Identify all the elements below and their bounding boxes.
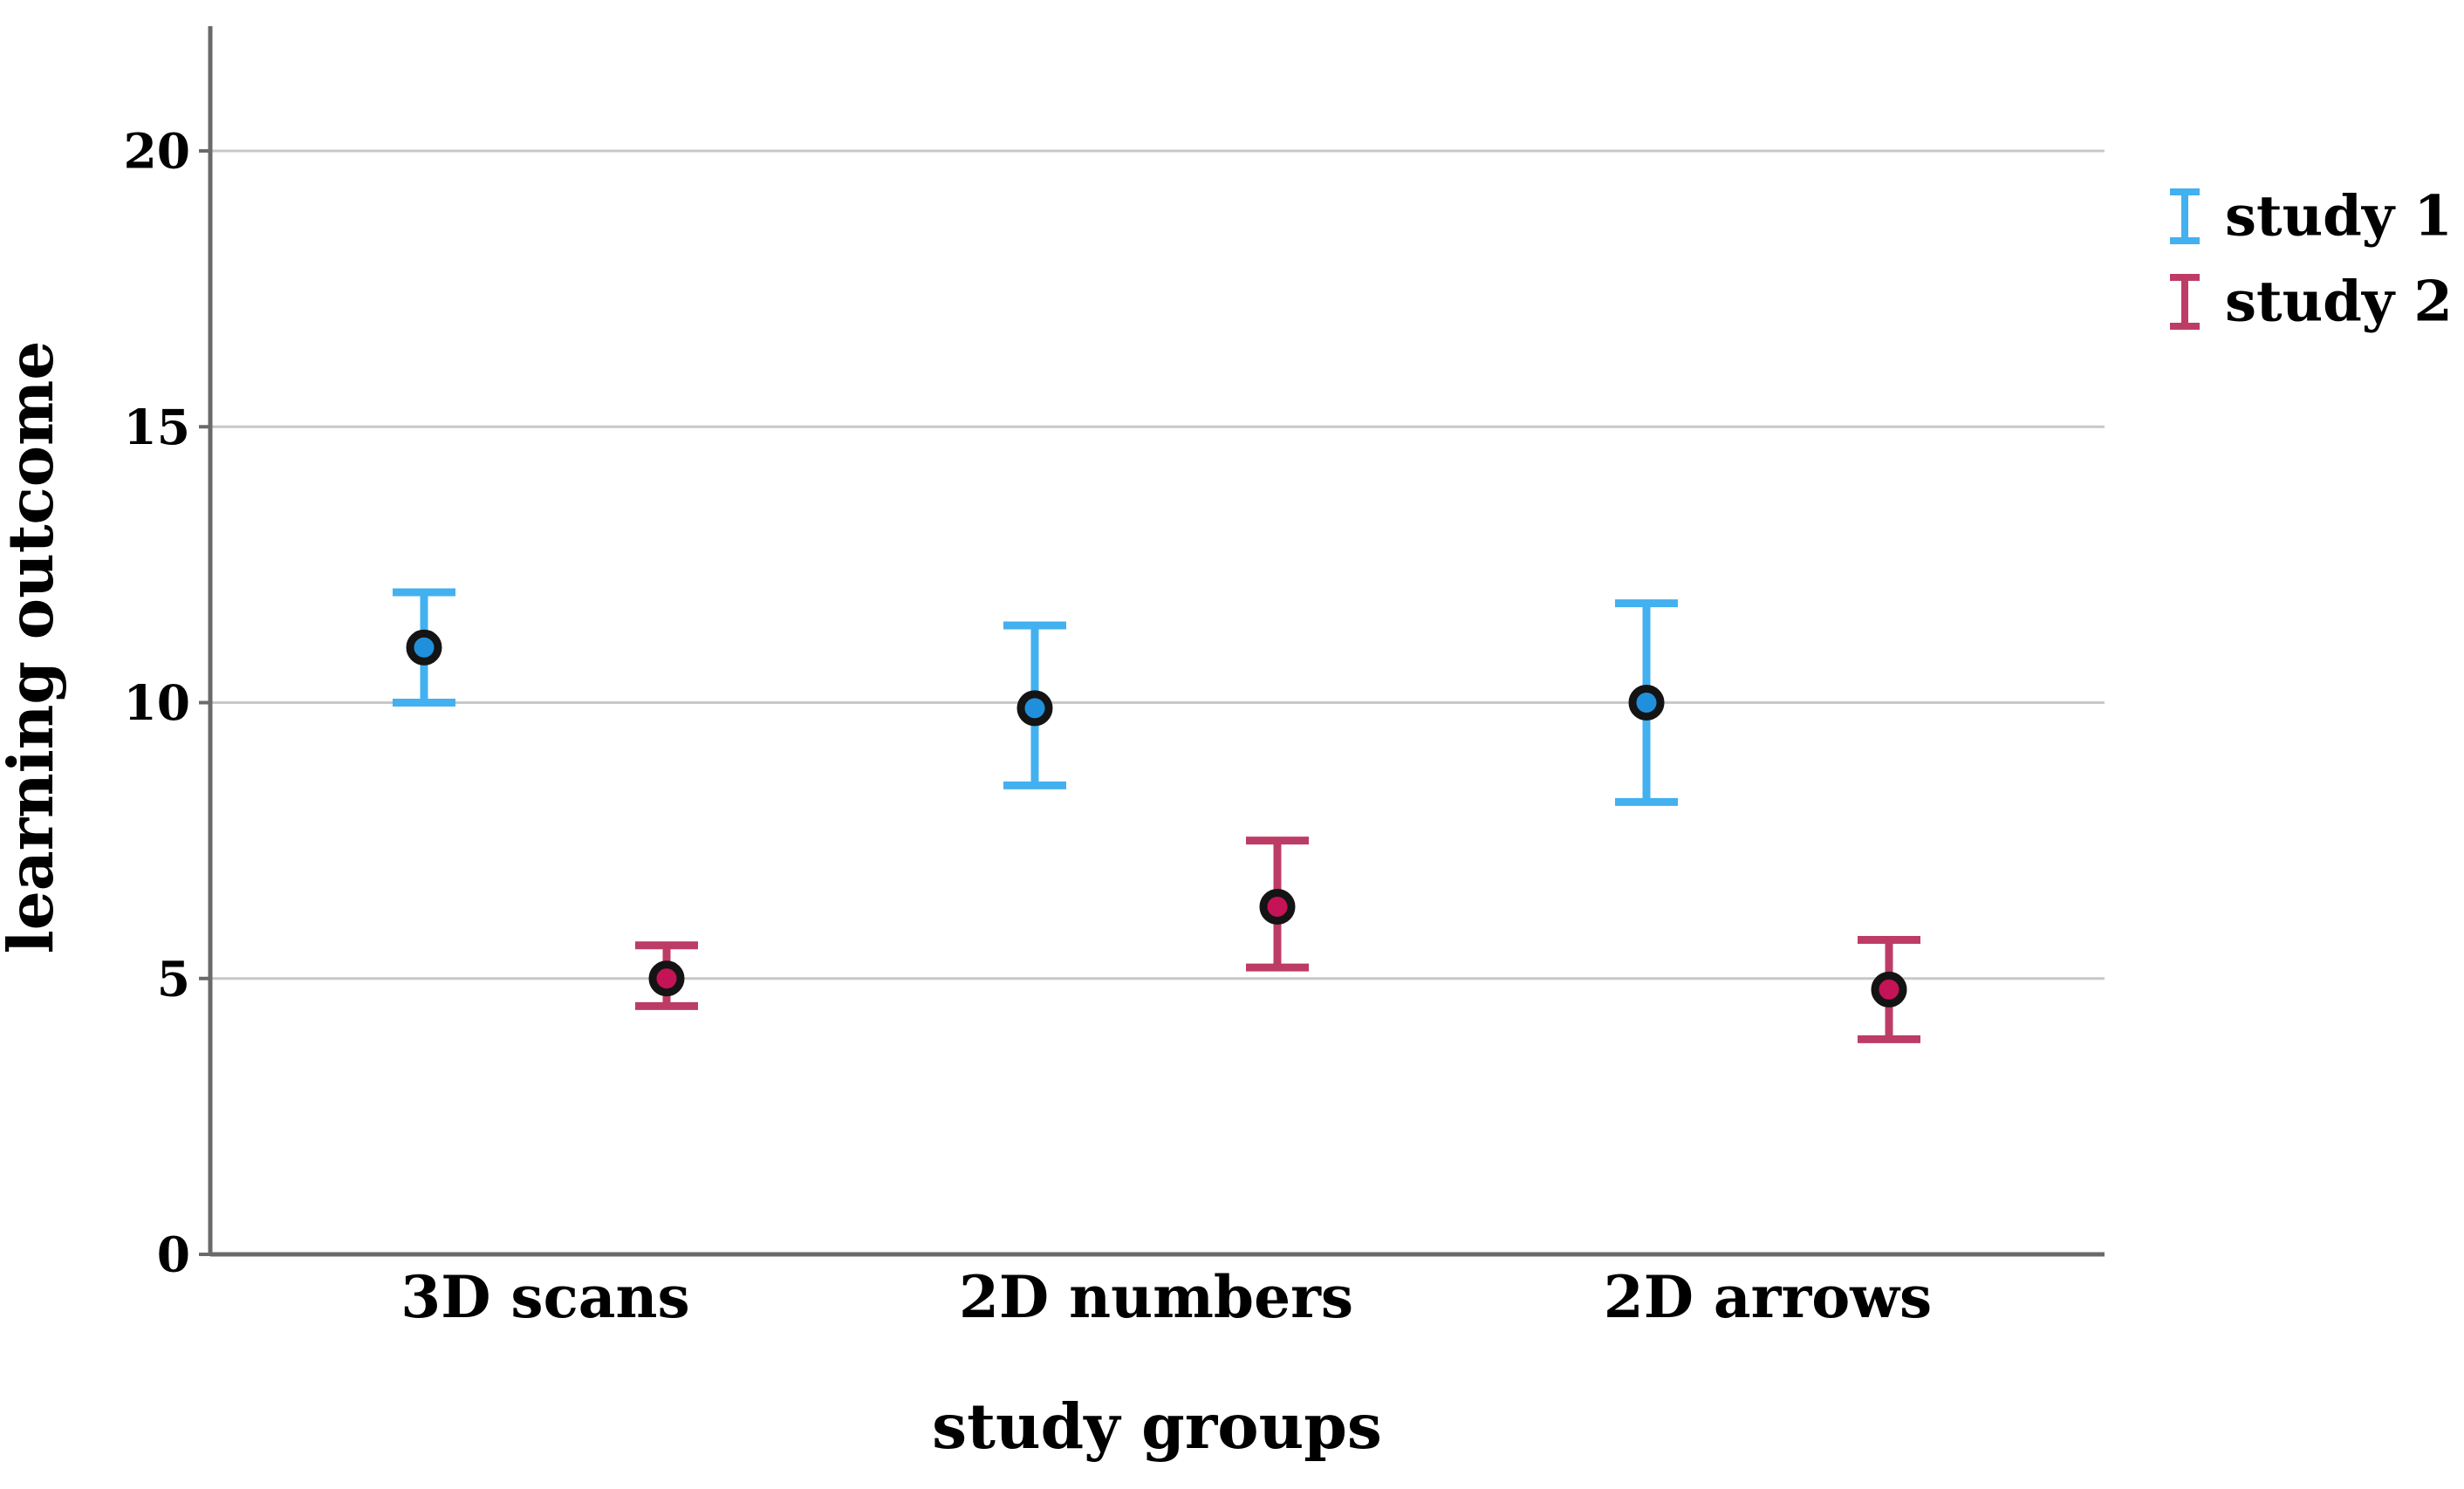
y-tick-label-10: 10 xyxy=(123,674,190,731)
legend-item-study-1-label: study 1 xyxy=(2225,184,2453,249)
series-study-2-2d-arrows-marker xyxy=(1871,971,1907,1007)
series-study-2-2d-numbers-marker xyxy=(1259,889,1296,926)
series-study-1-3d-scans-marker xyxy=(406,629,442,666)
y-tick-label-15: 15 xyxy=(123,399,190,455)
legend-item-study-2-label: study 2 xyxy=(2225,270,2453,335)
x-axis-title: study groups xyxy=(932,1390,1382,1463)
y-tick-label-5: 5 xyxy=(157,950,190,1007)
series-study-1-2d-numbers-marker xyxy=(1016,690,1053,727)
y-tick-label-0: 0 xyxy=(157,1226,190,1283)
y-tick-label-20: 20 xyxy=(123,123,190,180)
series-study-2-3d-scans-marker xyxy=(648,960,685,997)
x-tick-label-2d-numbers: 2D numbers xyxy=(959,1263,1353,1331)
y-axis-title: learning outcome xyxy=(0,341,67,954)
series-study-1-2d-arrows-marker xyxy=(1628,685,1665,721)
x-tick-label-2d-arrows: 2D arrows xyxy=(1604,1263,1932,1331)
x-tick-label-3d-scans: 3D scans xyxy=(400,1263,689,1331)
